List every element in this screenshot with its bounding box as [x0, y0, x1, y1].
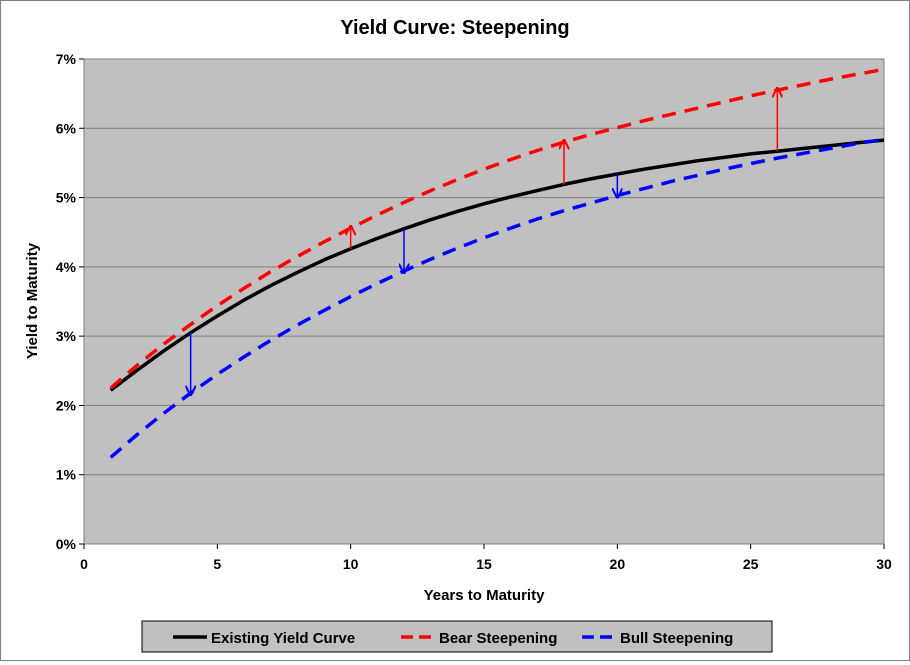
series-bear-steepening — [109, 67, 885, 390]
chart-title: Yield Curve: Steepening — [340, 17, 569, 39]
y-tick-label: 2% — [56, 397, 77, 413]
y-tick-label: 5% — [56, 190, 77, 206]
x-tick-label: 5 — [213, 556, 221, 572]
series-lines — [109, 67, 885, 459]
x-tick-label: 30 — [876, 556, 892, 572]
gridlines — [84, 127, 884, 476]
y-tick-labels: 0% 1% 2% 3% 4% 5% 6% 7% — [56, 51, 84, 552]
series-existing-yield-curve — [109, 138, 885, 392]
legend-label: Bull Steepening — [620, 630, 733, 647]
x-tick-label: 10 — [343, 556, 359, 572]
series-bull-steepening — [109, 137, 885, 459]
x-axis-label: Years to Maturity — [424, 587, 546, 604]
y-tick-label: 0% — [56, 536, 77, 552]
shift-arrows — [191, 88, 778, 395]
legend: Existing Yield Curve Bear Steepening Bull … — [141, 620, 773, 653]
legend-label: Existing Yield Curve — [211, 630, 355, 647]
y-tick-label: 4% — [56, 259, 77, 275]
legend-label: Bear Steepening — [439, 630, 557, 647]
y-axis-label: Yield to Maturity — [24, 242, 41, 359]
legend-box — [141, 620, 773, 653]
y-tick-label: 6% — [56, 120, 77, 136]
x-tick-labels: 0 5 10 15 20 25 30 — [80, 544, 892, 572]
x-tick-label: 15 — [476, 556, 492, 572]
y-tick-label: 3% — [56, 328, 77, 344]
y-tick-label: 7% — [56, 51, 77, 67]
x-tick-label: 25 — [743, 556, 759, 572]
plot-area — [83, 58, 885, 545]
y-tick-label: 1% — [56, 467, 77, 483]
x-tick-label: 0 — [80, 556, 88, 572]
x-tick-label: 20 — [610, 556, 626, 572]
